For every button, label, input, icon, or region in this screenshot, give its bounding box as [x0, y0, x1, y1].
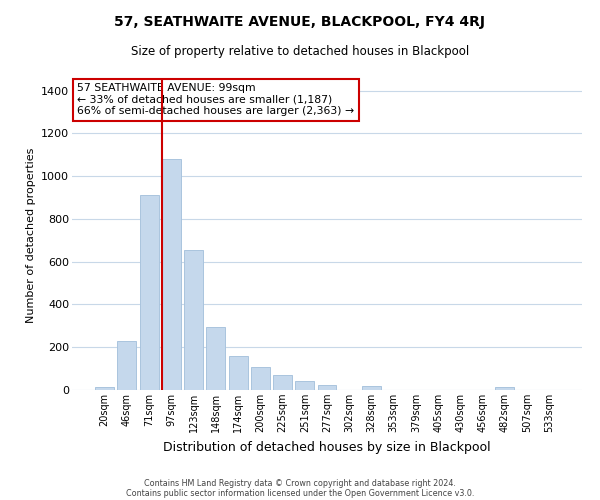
Bar — [206, 328, 225, 390]
Text: Size of property relative to detached houses in Blackpool: Size of property relative to detached ho… — [131, 45, 469, 58]
Bar — [140, 195, 158, 390]
Bar — [95, 387, 114, 390]
Bar — [317, 386, 337, 390]
Text: Contains public sector information licensed under the Open Government Licence v3: Contains public sector information licen… — [126, 488, 474, 498]
Bar — [184, 250, 203, 390]
Text: 57 SEATHWAITE AVENUE: 99sqm
← 33% of detached houses are smaller (1,187)
66% of : 57 SEATHWAITE AVENUE: 99sqm ← 33% of det… — [77, 83, 354, 116]
Bar — [162, 159, 181, 390]
Bar — [273, 375, 292, 390]
Y-axis label: Number of detached properties: Number of detached properties — [26, 148, 35, 322]
Bar — [118, 342, 136, 390]
Bar — [362, 386, 381, 390]
Bar — [496, 388, 514, 390]
X-axis label: Distribution of detached houses by size in Blackpool: Distribution of detached houses by size … — [163, 440, 491, 454]
Text: Contains HM Land Registry data © Crown copyright and database right 2024.: Contains HM Land Registry data © Crown c… — [144, 478, 456, 488]
Text: 57, SEATHWAITE AVENUE, BLACKPOOL, FY4 4RJ: 57, SEATHWAITE AVENUE, BLACKPOOL, FY4 4R… — [115, 15, 485, 29]
Bar — [295, 382, 314, 390]
Bar — [229, 356, 248, 390]
Bar — [251, 367, 270, 390]
